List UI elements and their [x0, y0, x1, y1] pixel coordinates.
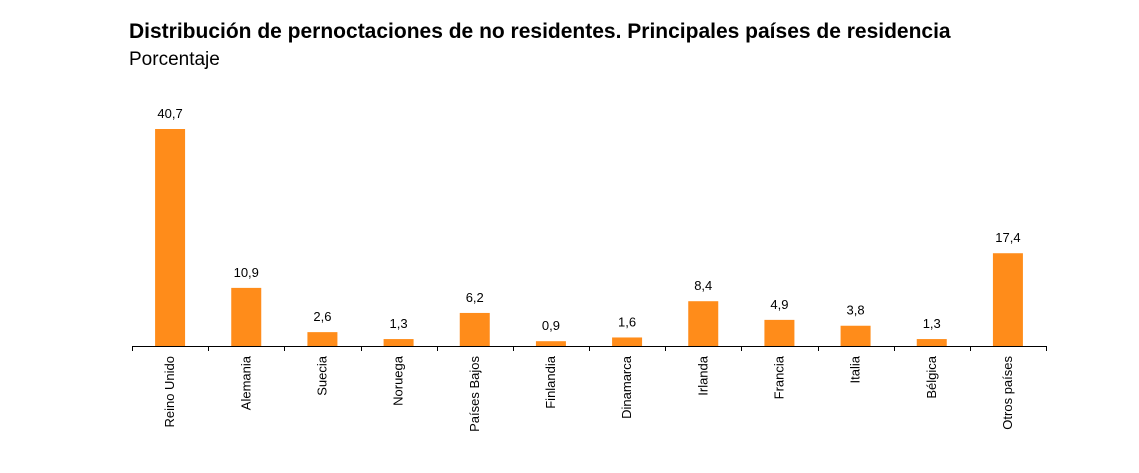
data-label: 40,7 — [157, 106, 182, 121]
x-tick-label: Irlanda — [695, 355, 710, 396]
data-label: 3,8 — [847, 303, 865, 318]
data-label: 8,4 — [694, 278, 712, 293]
data-label: 1,3 — [390, 316, 408, 331]
x-tick-label: Reino Unido — [162, 356, 177, 428]
bar — [916, 339, 947, 346]
data-label: 10,9 — [234, 265, 259, 280]
x-tick-label: Italia — [848, 355, 863, 383]
bars-group: 40,7 10,9 2,6 1,3 6,2 0,9 1,6 8,4 4,9 3,8 1,3 17,4 — [155, 106, 1023, 346]
x-tick-label: Bélgica — [924, 355, 939, 398]
chart-title: Distribución de pernoctaciones de no res… — [129, 20, 951, 43]
data-label: 4,9 — [770, 297, 788, 312]
bar — [535, 341, 566, 346]
bar — [840, 325, 871, 346]
bar — [231, 287, 262, 346]
bar — [764, 319, 795, 346]
x-tick-label: Noruega — [391, 355, 406, 406]
data-label: 6,2 — [466, 290, 484, 305]
bar — [992, 253, 1023, 346]
x-axis: Reino Unido Alemania Suecia Noruega Países B… — [132, 346, 1047, 432]
bar — [155, 129, 186, 346]
data-label: 1,3 — [923, 316, 941, 331]
x-tick-label: Otros países — [1000, 356, 1015, 430]
bar — [612, 337, 643, 346]
data-label: 1,6 — [618, 314, 636, 329]
x-tick-label: Suecia — [314, 355, 329, 396]
bar — [383, 339, 414, 346]
bar — [688, 301, 719, 346]
chart-subtitle: Porcentaje — [129, 49, 220, 70]
data-label: 0,9 — [542, 318, 560, 333]
x-tick-label: Francia — [771, 355, 786, 399]
data-label: 2,6 — [313, 309, 331, 324]
x-tick-label: Dinamarca — [619, 355, 634, 419]
x-tick-label: Países Bajos — [467, 356, 482, 432]
data-label: 17,4 — [995, 230, 1020, 245]
x-tick-label: Alemania — [238, 355, 253, 410]
x-tick-label: Finlandia — [543, 355, 558, 409]
bar — [307, 332, 338, 346]
bar — [459, 312, 490, 346]
